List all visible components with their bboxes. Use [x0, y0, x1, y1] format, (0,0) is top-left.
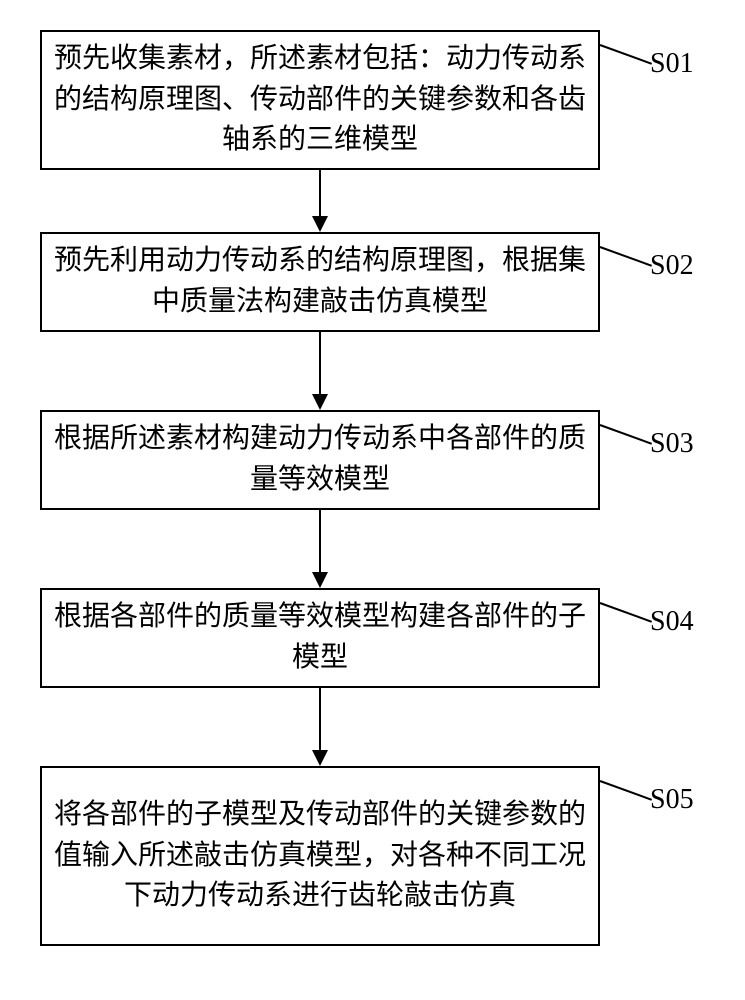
flow-node-s01-label: S01	[650, 48, 694, 80]
flow-node-s03-text: 根据所述素材构建动力传动系中各部件的质量等效模型	[54, 419, 586, 500]
flowchart-canvas: 预先收集素材，所述素材包括：动力传动系的结构原理图、传动部件的关键参数和各齿轴系…	[0, 0, 745, 1000]
flow-arrow-1-line	[319, 170, 321, 216]
flow-arrow-3-line	[319, 510, 321, 572]
label-connector-s02	[600, 246, 652, 267]
flow-node-s05-text: 将各部件的子模型及传动部件的关键参数的值输入所述敲击仿真模型，对各种不同工况下动…	[54, 795, 586, 917]
flow-node-s05-label: S05	[650, 784, 694, 816]
flow-node-s04-label: S04	[650, 606, 694, 638]
flow-arrow-3-head	[312, 572, 328, 588]
flow-arrow-4-line	[319, 688, 321, 750]
flow-node-s02: 预先利用动力传动系的结构原理图，根据集中质量法构建敲击仿真模型	[40, 232, 600, 332]
label-connector-s03	[600, 424, 652, 445]
flow-arrow-2-line	[319, 332, 321, 394]
flow-arrow-1-head	[312, 216, 328, 232]
label-connector-s01	[600, 44, 652, 65]
flow-arrow-2-head	[312, 394, 328, 410]
flow-node-s03-label: S03	[650, 428, 694, 460]
flow-node-s05: 将各部件的子模型及传动部件的关键参数的值输入所述敲击仿真模型，对各种不同工况下动…	[40, 766, 600, 946]
flow-node-s02-text: 预先利用动力传动系的结构原理图，根据集中质量法构建敲击仿真模型	[54, 241, 586, 322]
flow-node-s01-text: 预先收集素材，所述素材包括：动力传动系的结构原理图、传动部件的关键参数和各齿轴系…	[54, 39, 586, 161]
flow-node-s01: 预先收集素材，所述素材包括：动力传动系的结构原理图、传动部件的关键参数和各齿轴系…	[40, 30, 600, 170]
label-connector-s04	[600, 602, 652, 623]
flow-arrow-4-head	[312, 750, 328, 766]
flow-node-s03: 根据所述素材构建动力传动系中各部件的质量等效模型	[40, 410, 600, 510]
flow-node-s02-label: S02	[650, 250, 694, 282]
flow-node-s04-text: 根据各部件的质量等效模型构建各部件的子模型	[54, 597, 586, 678]
flow-node-s04: 根据各部件的质量等效模型构建各部件的子模型	[40, 588, 600, 688]
label-connector-s05	[600, 780, 652, 801]
